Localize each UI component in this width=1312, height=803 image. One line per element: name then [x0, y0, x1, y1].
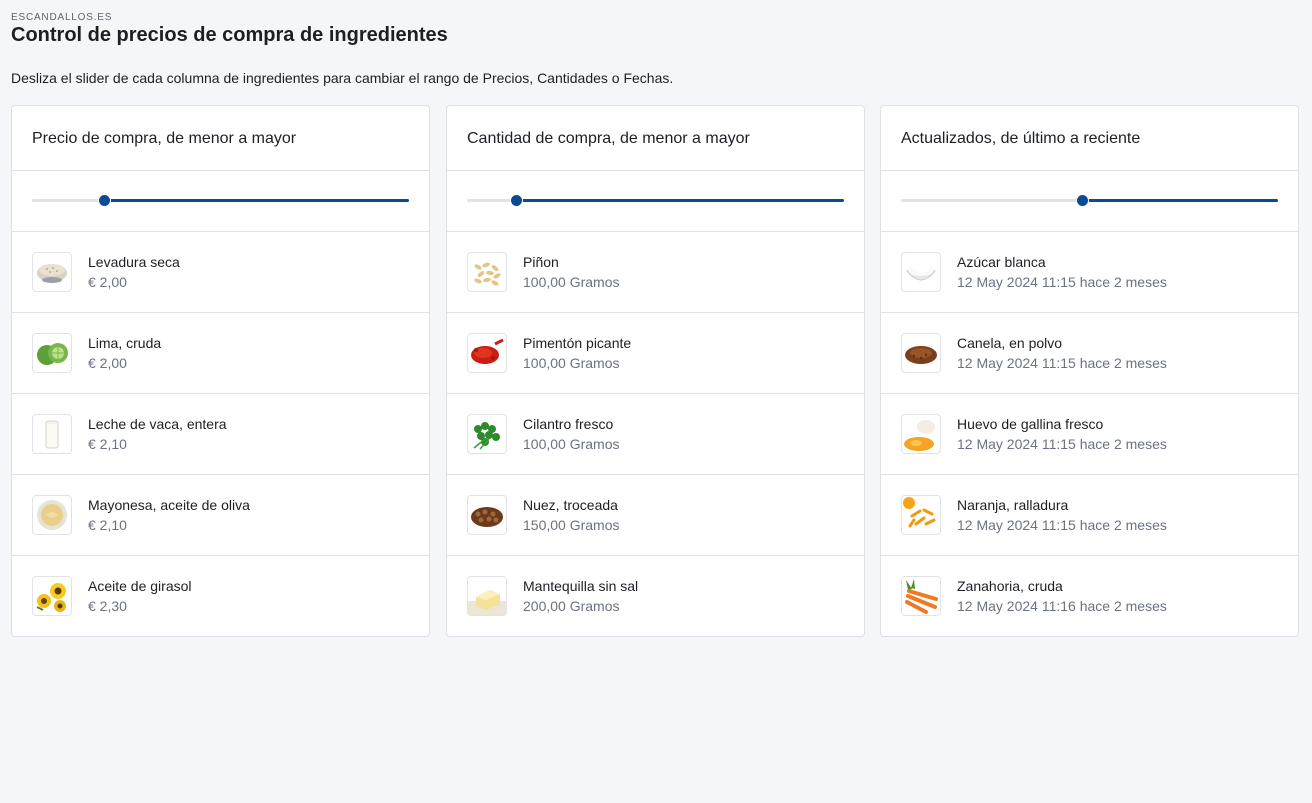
price-slider-fill — [103, 199, 409, 202]
date-slider-handle[interactable] — [1075, 194, 1089, 207]
item-quantity: 100,00 Gramos — [523, 355, 620, 371]
item-price: € 2,10 — [88, 436, 127, 452]
item-name: Levadura seca — [88, 254, 180, 270]
carrot-image — [901, 576, 941, 616]
quantity-slider-row — [447, 171, 864, 232]
item-price: € 2,30 — [88, 598, 127, 614]
item-name: Zanahoria, cruda — [957, 578, 1063, 594]
brand-label: ESCANDALLOS.ES — [11, 12, 113, 23]
quantity-slider-handle[interactable] — [510, 194, 523, 207]
price-column-heading: Precio de compra, de menor a mayor — [12, 106, 429, 171]
list-item[interactable]: Zanahoria, cruda 12 May 2024 11:16 hace … — [881, 556, 1298, 637]
item-name: Cilantro fresco — [523, 416, 614, 432]
item-name: Huevo de gallina fresco — [957, 416, 1104, 432]
quantity-range-slider[interactable] — [467, 194, 844, 207]
egg-image — [901, 414, 941, 454]
price-range-slider[interactable] — [32, 194, 409, 207]
lime-image — [32, 333, 72, 373]
page-description: Desliza el slider de cada columna de ing… — [11, 70, 674, 86]
mayonnaise-bowl-image — [32, 495, 72, 535]
walnut-image — [467, 495, 507, 535]
item-quantity: 150,00 Gramos — [523, 517, 620, 533]
item-name: Azúcar blanca — [957, 254, 1046, 270]
list-item[interactable]: Leche de vaca, entera € 2,10 — [12, 394, 429, 475]
item-quantity: 100,00 Gramos — [523, 274, 620, 290]
price-slider-handle[interactable] — [97, 194, 111, 207]
list-item[interactable]: Aceite de girasol € 2,30 — [12, 556, 429, 637]
sunflower-image — [32, 576, 72, 616]
item-quantity: 200,00 Gramos — [523, 598, 620, 614]
item-updated-date: 12 May 2024 11:15 hace 2 meses — [957, 274, 1167, 290]
item-name: Piñon — [523, 254, 559, 270]
item-name: Leche de vaca, entera — [88, 416, 227, 432]
item-name: Pimentón picante — [523, 335, 632, 351]
list-item[interactable]: Mayonesa, aceite de oliva € 2,10 — [12, 475, 429, 556]
list-item[interactable]: Canela, en polvo 12 May 2024 11:15 hace … — [881, 313, 1298, 394]
butter-image — [467, 576, 507, 616]
yeast-bowl-image — [32, 252, 72, 292]
pine-nuts-image — [467, 252, 507, 292]
updated-column: Actualizados, de último a reciente Azúca… — [880, 105, 1299, 637]
quantity-slider-fill — [516, 199, 844, 202]
price-slider-row — [12, 171, 429, 232]
page-title: Control de precios de compra de ingredie… — [11, 24, 448, 46]
date-range-slider[interactable] — [901, 194, 1278, 207]
milk-glass-image — [32, 414, 72, 454]
updated-column-heading: Actualizados, de último a reciente — [881, 106, 1298, 171]
item-updated-date: 12 May 2024 11:15 hace 2 meses — [957, 517, 1167, 533]
date-slider-row — [881, 171, 1298, 232]
sugar-bowl-image — [901, 252, 941, 292]
item-updated-date: 12 May 2024 11:16 hace 2 meses — [957, 598, 1167, 614]
cilantro-image — [467, 414, 507, 454]
date-slider-fill — [1081, 199, 1278, 202]
list-item[interactable]: Nuez, troceada 150,00 Gramos — [447, 475, 864, 556]
item-price: € 2,00 — [88, 274, 127, 290]
item-updated-date: 12 May 2024 11:15 hace 2 meses — [957, 355, 1167, 371]
list-item[interactable]: Mantequilla sin sal 200,00 Gramos — [447, 556, 864, 637]
paprika-image — [467, 333, 507, 373]
item-name: Lima, cruda — [88, 335, 162, 351]
quantity-item-list: Piñon 100,00 Gramos Pimentón picante 100… — [447, 232, 864, 637]
item-name: Aceite de girasol — [88, 578, 192, 594]
item-price: € 2,00 — [88, 355, 127, 371]
item-name: Canela, en polvo — [957, 335, 1063, 351]
item-name: Mayonesa, aceite de oliva — [88, 497, 250, 513]
list-item[interactable]: Naranja, ralladura 12 May 2024 11:15 hac… — [881, 475, 1298, 556]
list-item[interactable]: Cilantro fresco 100,00 Gramos — [447, 394, 864, 475]
quantity-column-heading: Cantidad de compra, de menor a mayor — [447, 106, 864, 171]
price-column: Precio de compra, de menor a mayor Levad… — [11, 105, 430, 637]
list-item[interactable]: Lima, cruda € 2,00 — [12, 313, 429, 394]
price-item-list: Levadura seca € 2,00 Lima, cruda € 2,00 … — [12, 232, 429, 637]
list-item[interactable]: Pimentón picante 100,00 Gramos — [447, 313, 864, 394]
list-item[interactable]: Azúcar blanca 12 May 2024 11:15 hace 2 m… — [881, 232, 1298, 313]
list-item[interactable]: Levadura seca € 2,00 — [12, 232, 429, 313]
list-item[interactable]: Piñon 100,00 Gramos — [447, 232, 864, 313]
orange-zest-image — [901, 495, 941, 535]
item-price: € 2,10 — [88, 517, 127, 533]
item-name: Mantequilla sin sal — [523, 578, 639, 594]
cinnamon-image — [901, 333, 941, 373]
item-name: Naranja, ralladura — [957, 497, 1069, 513]
item-updated-date: 12 May 2024 11:15 hace 2 meses — [957, 436, 1167, 452]
list-item[interactable]: Huevo de gallina fresco 12 May 2024 11:1… — [881, 394, 1298, 475]
item-quantity: 100,00 Gramos — [523, 436, 620, 452]
updated-item-list: Azúcar blanca 12 May 2024 11:15 hace 2 m… — [881, 232, 1298, 637]
quantity-column: Cantidad de compra, de menor a mayor Piñ… — [446, 105, 865, 637]
item-name: Nuez, troceada — [523, 497, 618, 513]
